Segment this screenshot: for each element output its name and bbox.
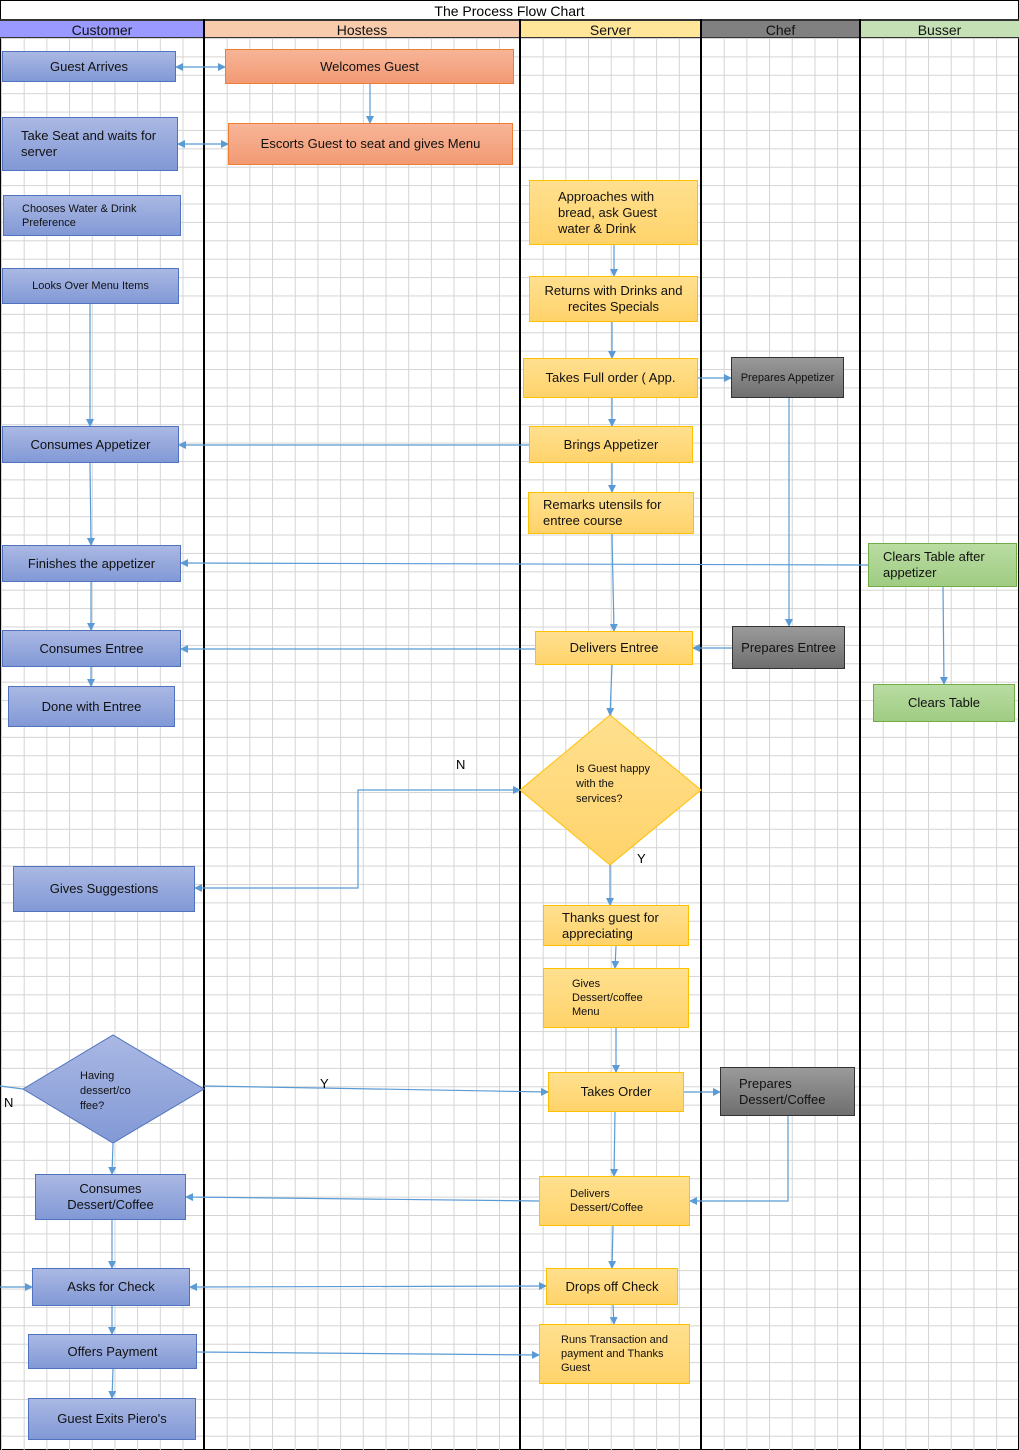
step-escorts-guest: Escorts Guest to seat and gives Menu	[228, 123, 513, 165]
connector-arrow	[185, 1193, 540, 1202]
connector-arrow	[689, 1116, 789, 1205]
decision-diamond-happy	[519, 714, 702, 866]
decision-dessert-text: Having dessert/co ffee?	[80, 1070, 131, 1112]
connector-arrow	[609, 1304, 618, 1325]
connector-arrow	[939, 586, 948, 685]
step-brings-appetizer: Brings Appetizer	[529, 426, 693, 463]
step-prepares-entree: Prepares Entree	[732, 626, 845, 669]
lane-divider	[700, 19, 702, 1450]
label-no-happy: N	[456, 757, 466, 772]
step-looks-menu: Looks Over Menu Items	[2, 268, 179, 304]
step-chooses-water: Chooses Water & Drink Preference	[3, 195, 181, 236]
step-gives-dessert-menu: Gives Dessert/coffee Menu	[543, 968, 689, 1028]
lane-chef	[701, 38, 860, 1450]
connector-arrow	[189, 1282, 547, 1291]
step-prepares-appetizer: Prepares Appetizer	[731, 357, 844, 398]
connector-arrow	[203, 1085, 549, 1096]
step-consumes-entree: Consumes Entree	[2, 630, 181, 667]
decision-happy-text: Is Guest happy with the services?	[576, 763, 650, 805]
step-prepares-dessert: Prepares Dessert/Coffee	[720, 1067, 855, 1116]
chart-title: The Process Flow Chart	[434, 3, 585, 19]
step-gives-suggestions: Gives Suggestions	[13, 866, 195, 912]
connector-arrow	[609, 533, 618, 632]
step-clears-table: Clears Table	[873, 684, 1015, 722]
connector-arrow	[608, 1225, 617, 1269]
step-guest-arrives: Guest Arrives	[2, 51, 176, 82]
lane-divider	[519, 19, 521, 1450]
step-welcomes-guest: Welcomes Guest	[225, 49, 514, 84]
lane-divider	[859, 19, 861, 1450]
step-returns-drinks: Returns with Drinks and recites Specials	[529, 276, 698, 322]
step-consumes-appetizer: Consumes Appetizer	[2, 426, 179, 463]
connector-arrow	[610, 1111, 619, 1177]
lane-divider	[203, 19, 205, 1450]
step-consumes-dessert: Consumes Dessert/Coffee	[35, 1174, 186, 1220]
step-runs-transaction: Runs Transaction and payment and Thanks …	[539, 1324, 690, 1384]
label-yes-dessert: Y	[320, 1076, 329, 1091]
step-finishes-appetizer: Finishes the appetizer	[2, 545, 181, 582]
step-offers-payment: Offers Payment	[28, 1334, 197, 1369]
step-approaches: Approaches with bread, ask Guest water &…	[529, 180, 698, 245]
step-done-entree: Done with Entree	[8, 686, 175, 727]
connector-arrow	[606, 664, 615, 716]
step-remarks-utensils: Remarks utensils for entree course	[528, 492, 694, 534]
connector-arrow	[108, 1368, 117, 1399]
step-delivers-entree: Delivers Entree	[535, 631, 693, 665]
lane-hostess	[204, 38, 520, 1450]
connector-arrow	[86, 462, 95, 546]
label-yes-happy: Y	[637, 851, 646, 866]
connector-arrow	[196, 1350, 540, 1359]
lane-busser	[860, 38, 1018, 1450]
lane-header-chef: Chef	[701, 19, 860, 39]
connector-arrow	[194, 786, 521, 892]
connector-arrow	[180, 559, 869, 568]
decision-diamond-dessert	[22, 1034, 205, 1144]
step-asks-check: Asks for Check	[32, 1268, 190, 1306]
step-drops-check: Drops off Check	[546, 1268, 678, 1305]
step-clears-after-appetizer: Clears Table after appetizer	[868, 543, 1017, 587]
connector-arrow	[0, 1085, 24, 1090]
label-no-dessert: N	[4, 1095, 14, 1110]
connector-arrow	[108, 1142, 117, 1175]
step-thanks-guest: Thanks guest for appreciating	[543, 905, 689, 946]
step-takes-full-order: Takes Full order ( App.	[523, 358, 698, 398]
step-take-seat: Take Seat and waits for server	[2, 117, 178, 171]
connector-arrow	[611, 945, 620, 969]
step-takes-dessert-order: Takes Order	[548, 1072, 684, 1112]
step-guest-exits: Guest Exits Piero's	[28, 1398, 196, 1440]
step-delivers-dessert: Delivers Dessert/Coffee	[539, 1176, 690, 1226]
